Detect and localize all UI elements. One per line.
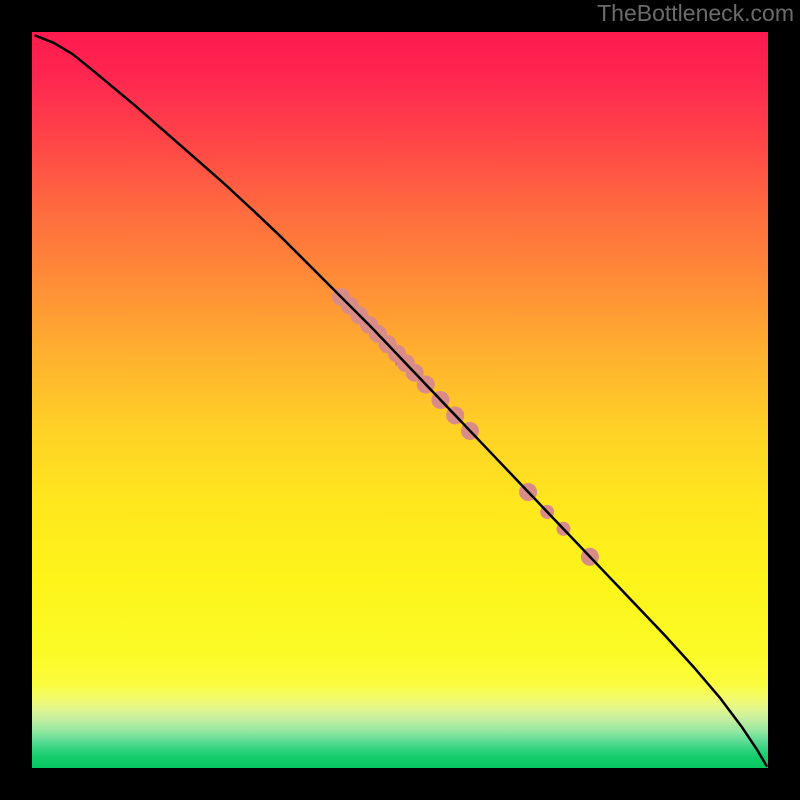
attribution-label: TheBottleneck.com [597, 0, 794, 27]
curve-layer [32, 32, 768, 768]
chart-stage: TheBottleneck.com [0, 0, 800, 800]
main-curve [36, 36, 767, 766]
plot-area [32, 32, 768, 768]
